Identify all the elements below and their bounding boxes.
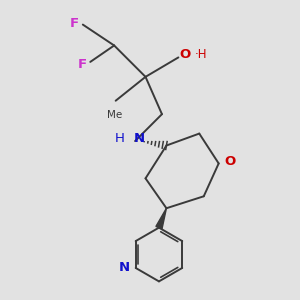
Text: F: F bbox=[70, 16, 79, 30]
Text: Me: Me bbox=[106, 110, 122, 120]
Polygon shape bbox=[156, 208, 166, 229]
Text: O: O bbox=[180, 48, 191, 61]
Text: F: F bbox=[77, 58, 86, 71]
Text: N: N bbox=[118, 262, 130, 275]
Text: H: H bbox=[115, 132, 124, 145]
Text: N: N bbox=[134, 132, 145, 145]
Text: O: O bbox=[225, 155, 236, 168]
Text: ·H: ·H bbox=[195, 48, 207, 61]
